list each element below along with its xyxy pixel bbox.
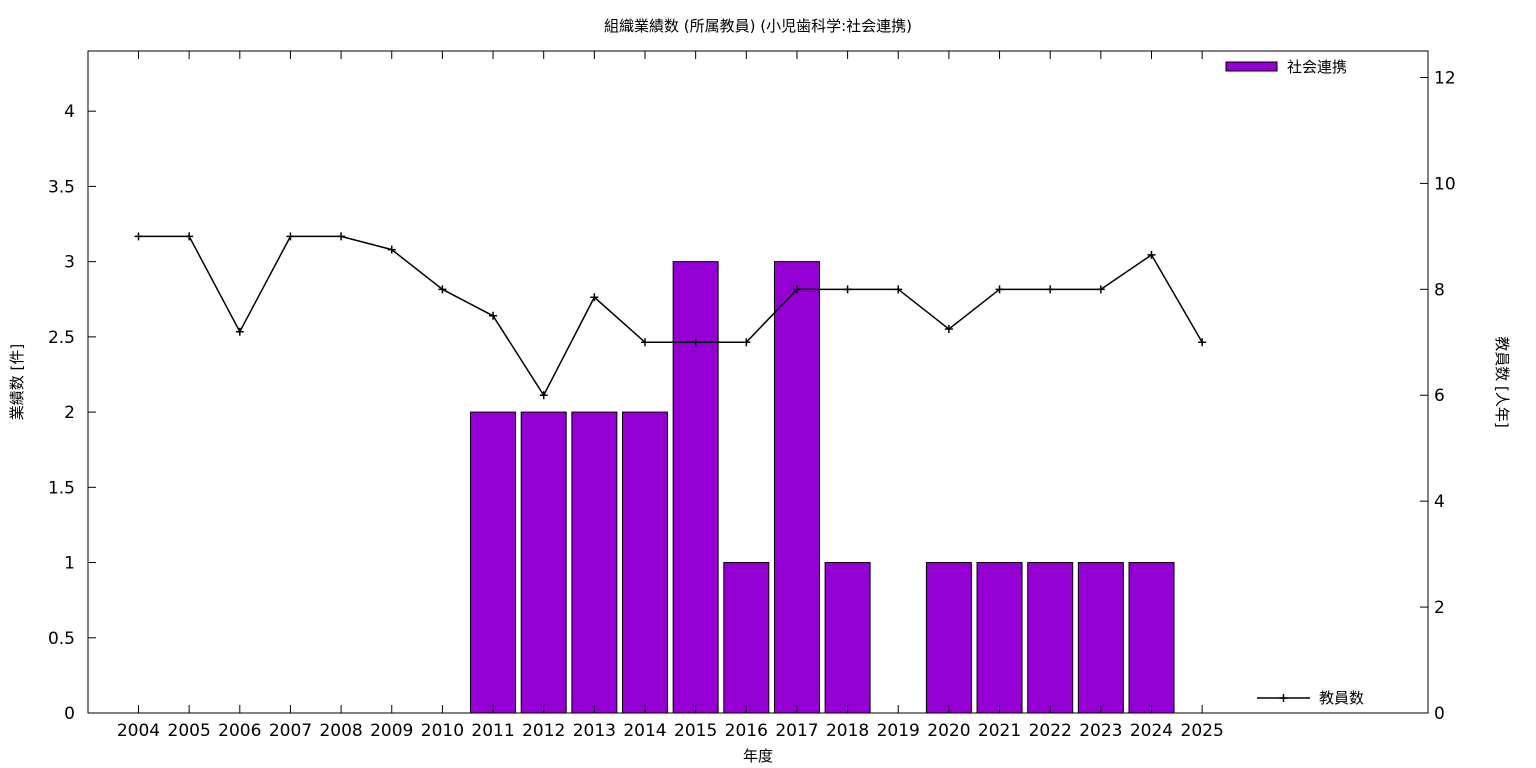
y2-tick-label: 6 [1434,386,1445,406]
x-tick-label: 2008 [319,721,362,741]
line-point [337,232,346,241]
y2-tick-label: 8 [1434,280,1445,300]
bar [571,411,618,714]
line-point [438,285,447,294]
x-tick-label: 2004 [117,721,160,741]
x-tick-label: 2006 [218,721,261,741]
bar [1077,562,1124,714]
y-tick-label: 2 [64,403,75,423]
x-tick-label: 2021 [978,721,1021,741]
x-tick-label: 2018 [826,721,869,741]
line-point [742,338,751,347]
line-point [894,285,903,294]
line-point [590,293,599,302]
line-point [134,232,143,241]
line-point [691,338,700,347]
line-point [1198,338,1207,347]
line-point [489,311,498,320]
line-point [1147,250,1156,259]
bar [723,562,770,714]
y-axis-title: 業績数 [件] [8,344,26,420]
y2-tick-label: 0 [1434,704,1445,724]
y2-axis-title: 教員数 [人年] [1493,336,1511,427]
bar [824,562,871,714]
bar [1027,562,1074,714]
line-point [235,327,244,336]
ticks-layer: 0 0.5 1 1.5 2 2.5 3 3.5 4 0 2 4 6 8 10 12 2004 2005 2006 20… [48,51,1456,741]
legend-label-line: 教員数 [1319,689,1364,707]
bar [622,411,668,714]
y2-tick-label: 4 [1434,492,1445,512]
series-line [138,235,1203,397]
y2-tick-label: 2 [1434,598,1445,618]
y-tick-label: 3.5 [48,177,75,197]
x-tick-label: 2014 [623,721,666,741]
x-tick-label: 2011 [471,721,514,741]
legend-swatch-marker [1279,694,1288,702]
line-point [1046,285,1055,294]
line-point [387,245,396,254]
y-tick-label: 0.5 [48,629,75,649]
bar [976,562,1023,714]
y-tick-label: 1 [64,554,75,574]
line-point [944,325,953,334]
x-tick-label: 2023 [1079,721,1122,741]
legend-swatch-bar [1225,61,1278,72]
x-tick-label: 2009 [370,721,413,741]
x-tick-label: 2025 [1181,721,1224,741]
line-point [286,232,295,241]
x-tick-label: 2016 [725,721,768,741]
line-point [843,285,852,294]
y-tick-label: 3 [64,253,75,273]
line-point [995,285,1004,294]
bar [672,261,719,714]
line-point [185,232,194,241]
chart-title: 組織業績数 (所属教員) (小児歯科学:社会連携) [604,17,912,35]
x-tick-label: 2020 [927,721,970,741]
line-point [539,391,548,400]
x-tick-label: 2024 [1130,721,1173,741]
line-point [641,338,649,347]
x-tick-label: 2015 [674,721,717,741]
x-tick-label: 2022 [1029,721,1072,741]
y-tick-label: 4 [64,102,75,122]
line-point [1096,285,1105,294]
bar [925,562,972,714]
bars-layer [470,261,1175,714]
x-tick-label: 2013 [573,721,616,741]
x-tick-label: 2010 [421,721,464,741]
y-tick-label: 0 [64,704,75,724]
x-tick-label: 2012 [522,721,565,741]
y-tick-label: 1.5 [48,478,75,498]
bar [773,261,820,714]
bar [520,411,567,714]
y2-tick-label: 10 [1434,174,1456,194]
bar [1128,562,1175,714]
x-tick-label: 2007 [269,721,312,741]
line-layer [134,232,1207,400]
line-point [792,285,801,294]
x-tick-label: 2005 [168,721,211,741]
y-tick-label: 2.5 [48,328,75,348]
legend-label-bar: 社会連携 [1287,58,1347,76]
bar [470,411,517,714]
x-tick-label: 2017 [775,721,818,741]
y2-tick-label: 12 [1434,68,1456,88]
x-axis-title: 年度 [743,747,773,765]
x-tick-label: 2019 [877,721,920,741]
